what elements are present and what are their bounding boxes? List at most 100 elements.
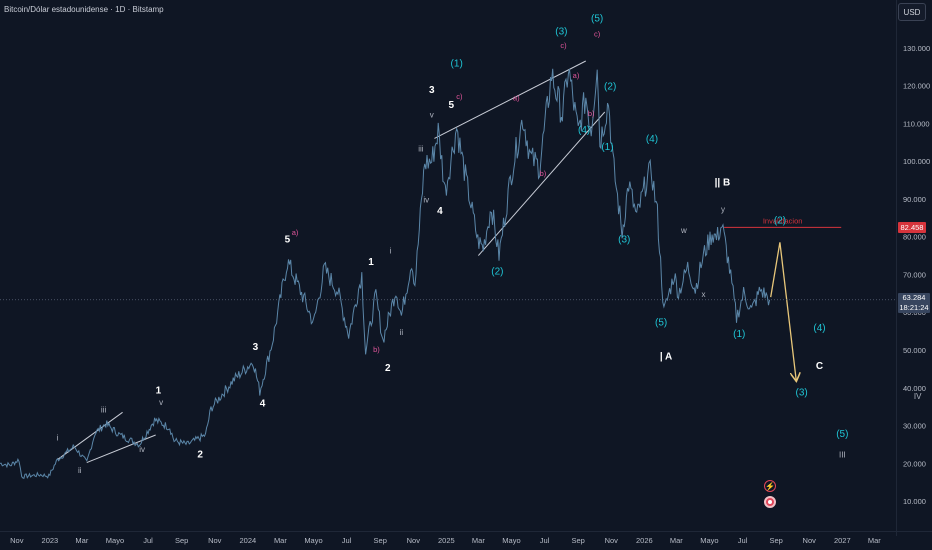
y-tick-label: 40.000	[903, 384, 926, 393]
wave-label: b)	[540, 169, 547, 178]
wave-label: c)	[456, 92, 463, 101]
wave-label: (5)	[836, 429, 848, 440]
projection-path	[770, 242, 797, 380]
wave-label: 3	[253, 342, 259, 353]
x-tick-label: Mayo	[106, 536, 124, 545]
wave-label: 3	[429, 85, 435, 96]
wave-label: C	[816, 361, 823, 372]
wave-label: 1	[156, 385, 162, 396]
x-tick-label: Mar	[670, 536, 683, 545]
chart-title: Bitcoin/Dólar estadounidense · 1D · Bits…	[4, 5, 164, 14]
y-tick-label: 100.000	[903, 157, 930, 166]
wave-label: i	[390, 247, 392, 256]
x-tick-label: 2025	[438, 536, 455, 545]
x-tick-label: 2024	[240, 536, 257, 545]
y-tick-label: 130.000	[903, 44, 930, 53]
x-tick-label: Sep	[571, 536, 584, 545]
wave-label: (1)	[601, 142, 613, 153]
wave-label: y	[721, 205, 725, 214]
invalidation-price-tag: 82.458	[898, 221, 926, 233]
wave-label: 2	[197, 450, 203, 461]
trendline-1	[86, 434, 156, 464]
currency-button[interactable]: USD	[898, 3, 926, 21]
x-tick-label: Mar	[274, 536, 287, 545]
wave-label: 4	[260, 399, 266, 410]
x-tick-label: Nov	[407, 536, 421, 545]
wave-label: (4)	[646, 134, 658, 145]
wave-label: x	[701, 290, 705, 299]
wave-labels: iiiiiiivv12345a)1ib)2iiiiiiv34v5c)(1)(2)…	[57, 13, 923, 474]
y-tick-label: 50.000	[903, 346, 926, 355]
x-tick-label: Jul	[143, 536, 153, 545]
y-axis: 10.00020.00030.00040.00050.00060.00070.0…	[903, 44, 930, 506]
lightning-icon[interactable]: ⚡	[764, 480, 776, 492]
y-tick-label: 70.000	[903, 270, 926, 279]
wave-label: (3)	[796, 387, 808, 398]
x-tick-label: Mar	[75, 536, 88, 545]
wave-label: 2	[385, 363, 391, 374]
y-tick-label: 120.000	[903, 82, 930, 91]
y-tick-label: 20.000	[903, 459, 926, 468]
x-tick-label: Jul	[342, 536, 352, 545]
x-tick-label: Nov	[208, 536, 222, 545]
wave-label: (5)	[591, 13, 603, 24]
wave-label: i	[57, 434, 59, 443]
x-tick-label: 2023	[42, 536, 59, 545]
price-series	[0, 68, 771, 479]
wave-label: a)	[573, 71, 580, 80]
price-line	[0, 68, 771, 479]
wave-label: (2)	[604, 81, 616, 92]
wave-label: iv	[139, 445, 145, 454]
wave-label: a)	[292, 228, 299, 237]
wave-label: c)	[560, 41, 567, 50]
wave-label: iii	[101, 405, 107, 414]
x-tick-label: Mayo	[502, 536, 520, 545]
trendline-2	[434, 60, 586, 139]
x-tick-label: Sep	[769, 536, 782, 545]
axis-separator-right	[896, 0, 897, 536]
wave-label: iv	[423, 196, 429, 205]
dividend-icon[interactable]	[764, 496, 776, 508]
wave-label: v	[430, 111, 434, 120]
wave-label: ii	[400, 328, 404, 337]
bar-countdown: 18:21:24	[899, 302, 929, 312]
wave-label: (1)	[451, 59, 463, 70]
wave-label: 5	[448, 100, 454, 111]
wave-label: 5	[285, 234, 291, 245]
projection-line	[770, 242, 797, 380]
invalidation-label: Invalidacion	[763, 216, 803, 225]
x-tick-label: Nov	[803, 536, 817, 545]
x-tick-label: Mar	[472, 536, 485, 545]
x-tick-label: Sep	[175, 536, 188, 545]
x-tick-label: 2027	[834, 536, 851, 545]
wave-label: (3)	[555, 27, 567, 38]
wave-label: 1	[368, 257, 374, 268]
x-tick-label: 2026	[636, 536, 653, 545]
y-tick-label: 30.000	[903, 422, 926, 431]
y-tick-label: 90.000	[903, 195, 926, 204]
wave-label: w	[680, 226, 687, 235]
axis-separator-bottom	[0, 531, 932, 532]
x-tick-label: Mar	[868, 536, 881, 545]
x-tick-label: Jul	[540, 536, 550, 545]
wave-label: iii	[418, 145, 424, 154]
x-tick-label: Mayo	[700, 536, 718, 545]
x-tick-label: Mayo	[304, 536, 322, 545]
wave-label: b)	[373, 345, 380, 354]
x-tick-label: Nov	[605, 536, 619, 545]
y-tick-label: 110.000	[903, 119, 930, 128]
x-axis: Nov 2023 Mar Mayo Jul Sep Nov 2024 Mar Mayo Jul Sep…	[10, 536, 881, 545]
wave-label: (4)	[578, 125, 590, 136]
wave-label: (1)	[733, 329, 745, 340]
wave-label: a)	[513, 94, 520, 103]
last-price-value: 63.284	[902, 292, 926, 302]
wave-label: ii	[78, 466, 82, 475]
x-tick-label: Nov	[10, 536, 24, 545]
wave-label: IV	[914, 392, 922, 401]
last-price-tag: 63.284 18:21:24	[898, 292, 930, 313]
x-tick-label: Jul	[738, 536, 748, 545]
invalidation-line: Invalidacion	[724, 216, 842, 228]
wave-label: 4	[437, 206, 443, 217]
wave-label: | A	[660, 351, 672, 362]
